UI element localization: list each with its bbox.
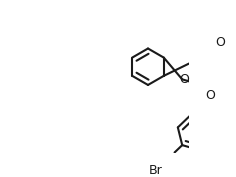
Text: O: O <box>180 73 190 86</box>
Text: Br: Br <box>148 164 162 177</box>
Text: O: O <box>206 89 215 102</box>
Text: O: O <box>216 36 225 49</box>
